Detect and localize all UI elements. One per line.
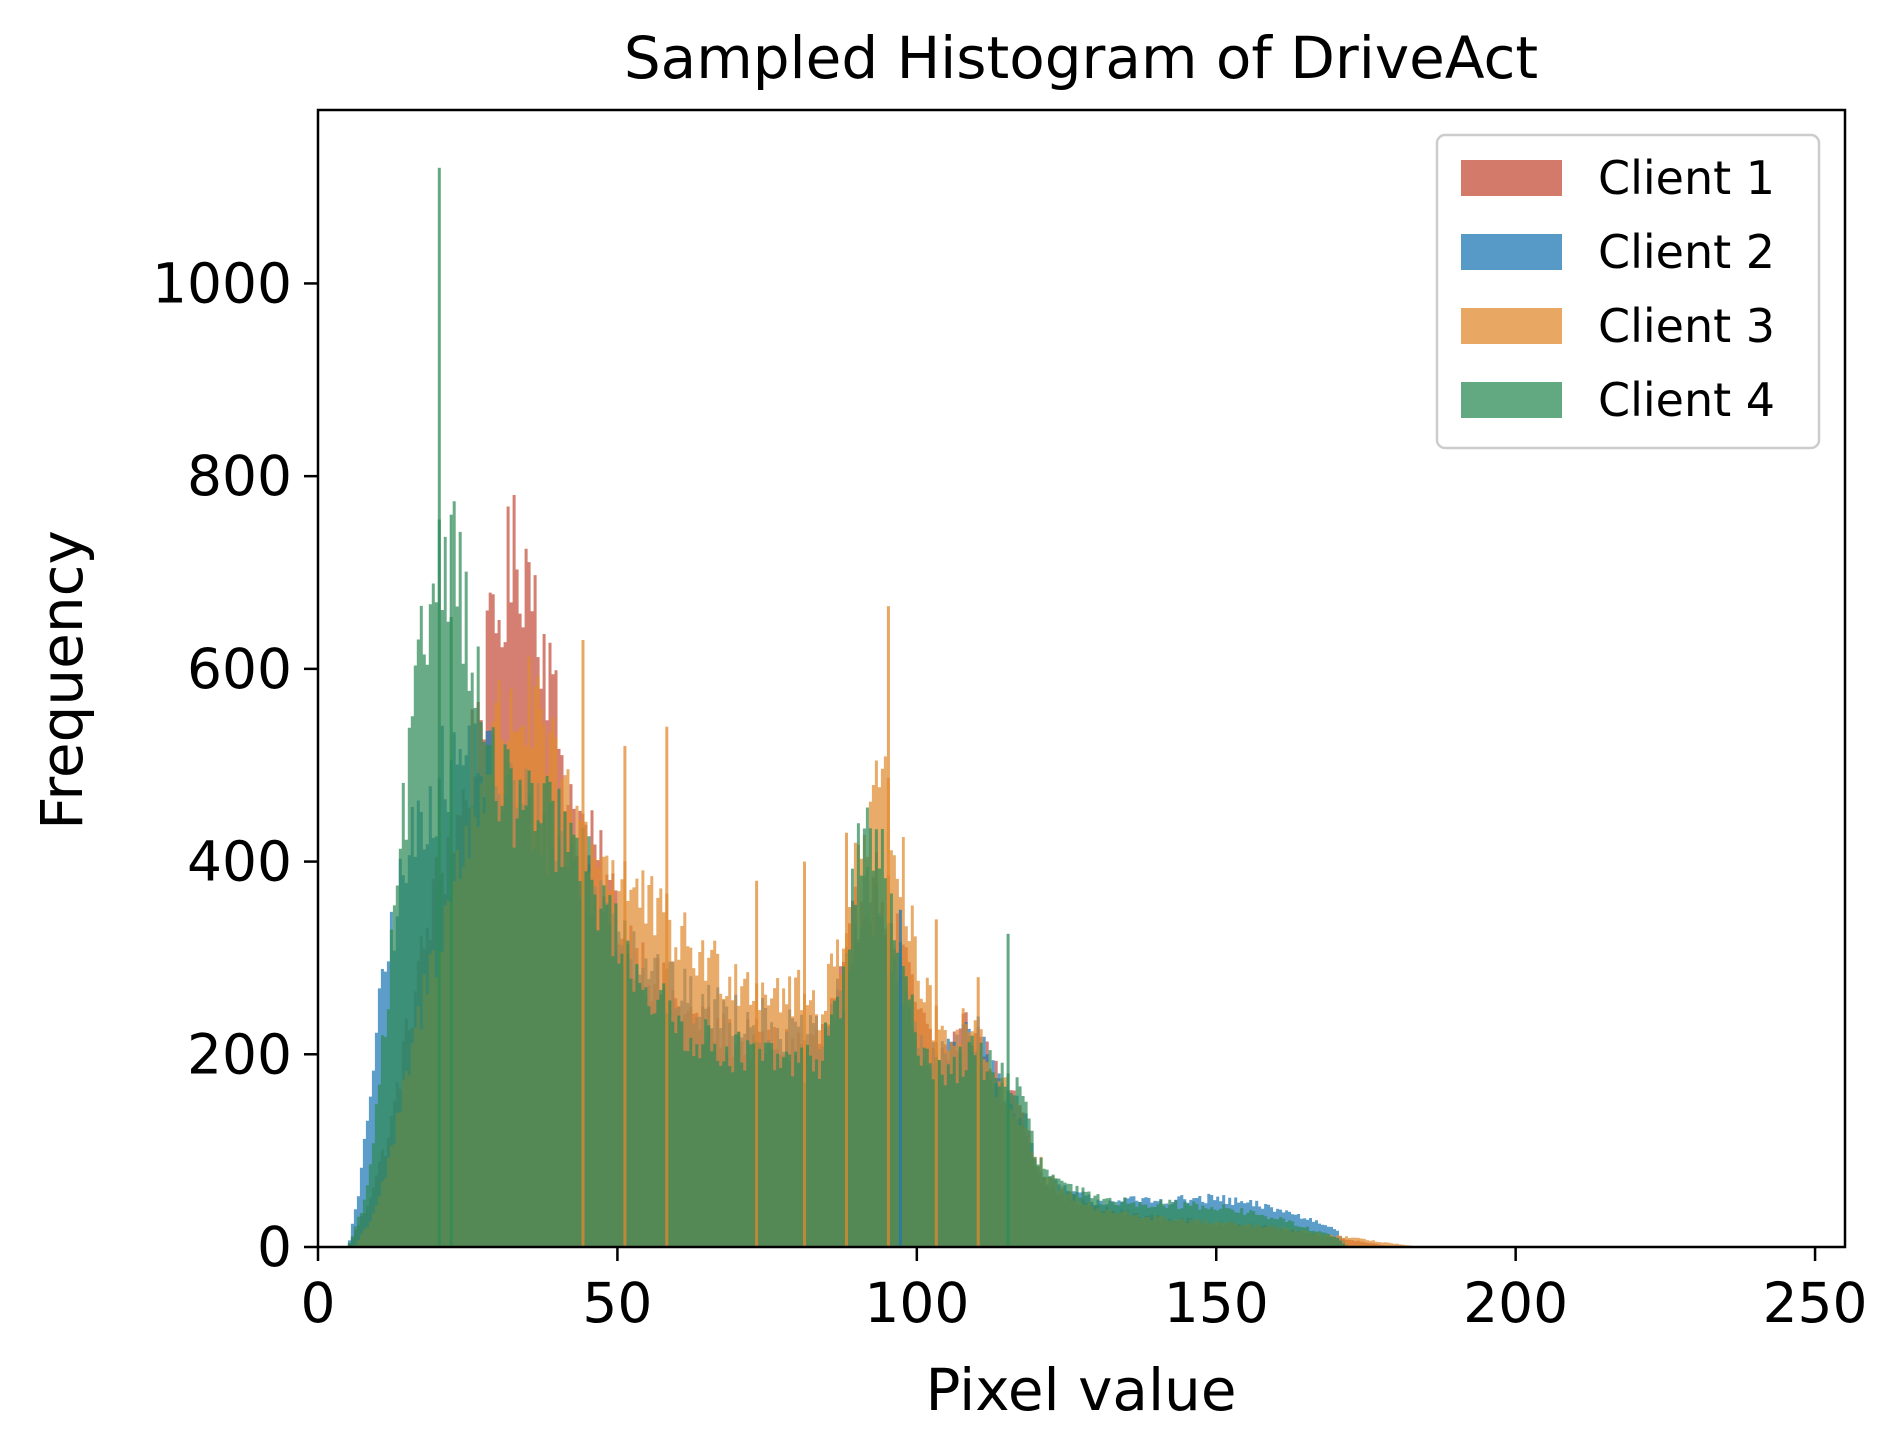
legend-swatch-4 xyxy=(1461,382,1562,418)
legend-label-4: Client 4 xyxy=(1598,373,1775,427)
legend-swatch-1 xyxy=(1461,160,1562,196)
x-tick-label: 250 xyxy=(1763,1271,1868,1335)
x-axis: 0 50 100 150 200 250 xyxy=(301,1247,1868,1335)
y-tick-label: 1000 xyxy=(152,251,292,315)
y-axis: 0 200 400 600 800 1000 xyxy=(152,251,318,1279)
histogram-spike-11 xyxy=(934,919,938,1247)
x-tick-label: 150 xyxy=(1164,1271,1269,1335)
y-tick-label: 600 xyxy=(187,637,292,701)
histogram-spike-8 xyxy=(845,832,848,1247)
legend-frame xyxy=(1435,133,1821,450)
y-axis-title: Frequency xyxy=(28,530,96,830)
histogram-spike-7 xyxy=(803,861,806,1247)
histogram-spike-10 xyxy=(898,909,902,1247)
histogram-spike-13 xyxy=(1006,933,1010,1247)
y-tick-label: 200 xyxy=(187,1022,292,1086)
x-tick-label: 100 xyxy=(864,1271,969,1335)
histogram-spike-5 xyxy=(665,726,669,1247)
histogram-spike-4 xyxy=(623,745,627,1247)
x-axis-title: Pixel value xyxy=(925,1356,1236,1424)
histogram-series-4 xyxy=(318,501,1456,1247)
x-tick-label: 200 xyxy=(1463,1271,1568,1335)
histogram-spike-9 xyxy=(886,606,890,1247)
spike-layer xyxy=(437,167,1010,1247)
legend: Client 1 Client 2 Client 3 Client 4 xyxy=(1435,133,1821,450)
legend-swatch-3 xyxy=(1461,308,1562,344)
histogram-spike-3 xyxy=(581,640,585,1247)
y-tick-label: 0 xyxy=(257,1215,292,1279)
legend-swatch-2 xyxy=(1461,234,1562,270)
x-tick-label: 50 xyxy=(582,1271,652,1335)
y-tick-label: 800 xyxy=(187,444,292,508)
x-tick-label: 0 xyxy=(301,1271,336,1335)
histogram-spike-2 xyxy=(449,514,453,1247)
histogram-spike-12 xyxy=(976,977,980,1247)
histogram-spike-1 xyxy=(437,167,441,1247)
legend-label-3: Client 3 xyxy=(1598,299,1775,353)
y-tick-label: 400 xyxy=(187,830,292,894)
histogram-spike-6 xyxy=(755,880,759,1247)
axes-frame xyxy=(316,108,1847,1249)
legend-label-2: Client 2 xyxy=(1598,225,1775,279)
legend-label-1: Client 1 xyxy=(1598,151,1775,205)
chart-title: Sampled Histogram of DriveAct xyxy=(624,24,1538,92)
